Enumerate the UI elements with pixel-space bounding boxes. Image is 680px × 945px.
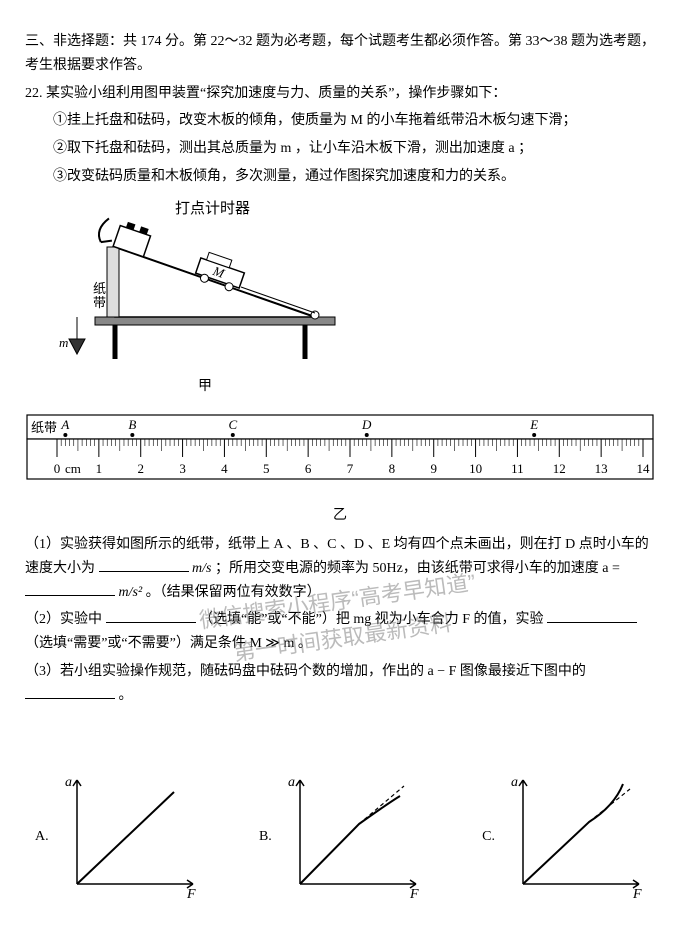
svg-text:A: A [60,417,69,432]
svg-text:D: D [361,417,372,432]
section-header: 三、非选择题：共 174 分。第 22～32 题为必考题，每个试题考生都必须作答… [25,30,655,78]
graph-A-label: A. [35,825,49,849]
q22-sub2: （2）实验中 （选填“能”或“不能”）把 mg 视为小车合力 F 的值，实验 （… [25,608,655,656]
svg-text:F: F [186,887,196,902]
svg-text:1: 1 [96,461,103,476]
svg-text:12: 12 [553,461,566,476]
q22-step1: ①挂上托盘和砝码，改变木板的倾角，使质量为 M 的小车拖着纸带沿木板匀速下滑； [25,109,655,133]
svg-text:C: C [228,417,237,432]
svg-text:5: 5 [263,461,270,476]
q22-step2: ②取下托盘和砝码，测出其总质量为 m ，让小车沿木板下滑，测出加速度 a ； [25,137,655,161]
mass-m-label: m [59,335,68,350]
svg-text:2: 2 [137,461,144,476]
blank-acceleration [25,581,115,596]
svg-text:13: 13 [595,461,608,476]
svg-text:0: 0 [54,461,61,476]
graph-A: A. a F [35,772,199,902]
blank-can [106,608,196,623]
svg-text:F: F [409,887,419,902]
svg-text:6: 6 [305,461,312,476]
blank-need [547,608,637,623]
svg-text:F: F [632,887,642,902]
svg-text:纸带: 纸带 [31,420,57,435]
svg-text:a: a [65,775,72,790]
blank-graph-choice [25,684,115,699]
svg-text:a: a [511,775,518,790]
svg-text:10: 10 [469,461,482,476]
svg-text:4: 4 [221,461,228,476]
graph-C: C. a F [482,772,645,902]
svg-text:8: 8 [389,461,396,476]
graph-B-label: B. [259,825,272,849]
blank-velocity [99,557,189,572]
svg-text:9: 9 [430,461,437,476]
q22-sub1: （1）实验获得如图所示的纸带，纸带上 A 、B 、C 、D 、E 均有四个点未画… [25,533,655,604]
svg-text:带: 带 [93,295,106,310]
svg-text:cm: cm [65,461,81,476]
tape-label-text: 纸 [93,281,106,296]
figure-apparatus-caption: 甲 [55,375,355,399]
svg-text:a: a [288,775,295,790]
q22-sub3: （3）若小组实验操作规范，随砝码盘中砝码个数的增加，作出的 a − F 图像最接… [25,660,655,708]
graphs-row: A. a F B. a F C. a F [25,772,655,902]
svg-text:7: 7 [347,461,354,476]
subquestions-block: 微信搜索小程序“高考早知道” 第一时间获取最新资料 （1）实验获得如图所示的纸带… [25,533,655,708]
svg-text:3: 3 [179,461,186,476]
svg-text:14: 14 [637,461,651,476]
svg-text:11: 11 [511,461,524,476]
q22-stem: 22. 某实验小组利用图甲装置“探究加速度与力、质量的关系”，操作步骤如下： [25,82,655,106]
figure-ruler: 纸带 cm 01234567891011121314 ABCDE 乙 [25,413,655,528]
figure-ruler-caption: 乙 [25,504,655,528]
graph-B: B. a F [259,772,422,902]
graph-C-label: C. [482,825,495,849]
svg-text:E: E [529,417,538,432]
q22-step3: ③改变砝码质量和木板倾角，多次测量，通过作图探究加速度和力的关系。 [25,165,655,189]
figure-apparatus: 打点计时器 M 纸 带 [55,199,655,399]
timer-label-text: 打点计时器 [175,200,250,217]
svg-text:B: B [128,417,136,432]
